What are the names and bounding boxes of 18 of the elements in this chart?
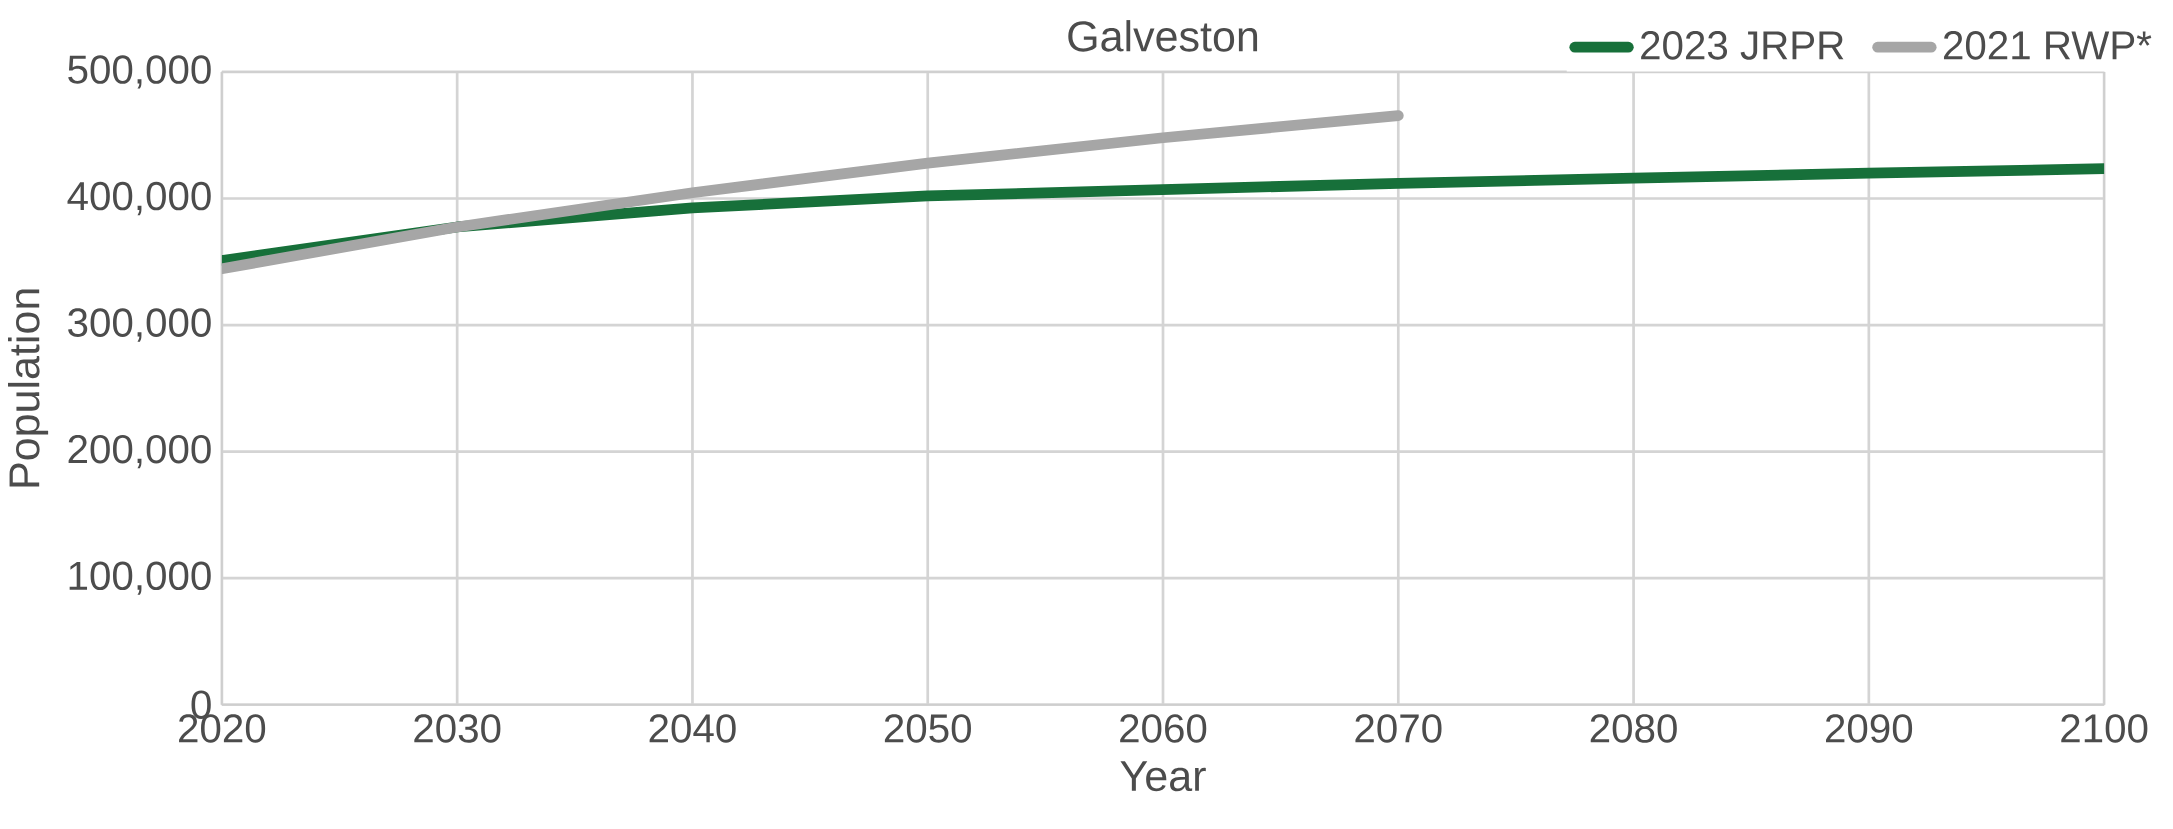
legend-label: 2021 RWP* — [1943, 31, 2152, 60]
x-axis-title: Year — [1120, 761, 1206, 792]
y-tick-label: 300,000 — [68, 308, 211, 342]
x-tick-label: 2100 — [2061, 714, 2148, 743]
x-tick-label: 2090 — [1826, 714, 1913, 743]
x-tick-label: 2080 — [1590, 714, 1677, 743]
x-tick-label: 2060 — [1120, 714, 1207, 743]
x-tick-label: 2070 — [1355, 714, 1442, 743]
y-tick-label: 100,000 — [69, 561, 211, 595]
x-tick-label: 2050 — [884, 714, 971, 743]
x-tick-label: 2030 — [414, 714, 501, 743]
legend-label: 2023 JRPR — [1641, 31, 1844, 60]
y-tick-label: 400,000 — [67, 181, 211, 216]
x-tick-label: 2040 — [649, 714, 736, 743]
y-tick-label: 200,000 — [68, 435, 211, 469]
y-tick-label: 500,000 — [68, 55, 211, 89]
chart-title: Galveston — [1068, 20, 1258, 52]
y-axis-title: Population — [8, 289, 49, 487]
